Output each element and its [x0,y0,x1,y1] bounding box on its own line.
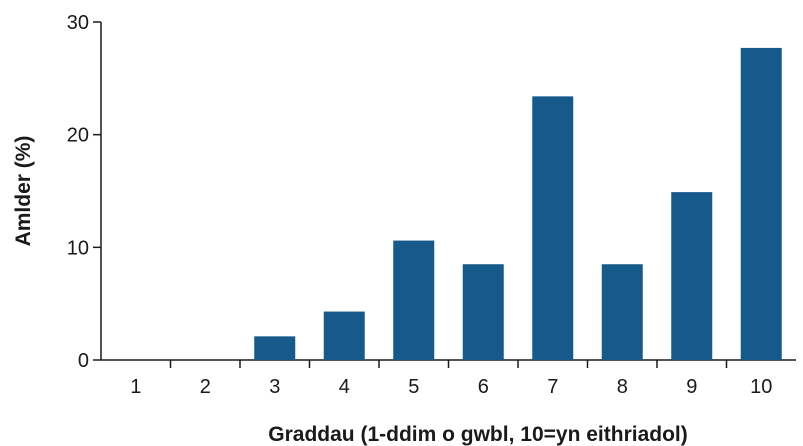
y-tick-label-30: 30 [67,12,89,34]
x-axis-title: Graddau (1-ddim o gwbl, 10=yn eithriadol… [268,423,687,446]
y-tick-label-0: 0 [78,350,89,372]
bar-6 [462,264,504,360]
y-tick-label-10: 10 [67,237,89,259]
bar-5 [393,240,435,360]
x-tick-label-3: 3 [269,376,280,398]
bar-3 [254,336,296,360]
bar-4 [323,311,365,360]
x-tick-label-1: 1 [130,376,141,398]
x-tick-label-6: 6 [478,376,489,398]
y-tick-label-20: 20 [67,125,89,147]
y-axis-title: Amlder (%) [12,136,35,247]
x-tick-label-2: 2 [200,376,211,398]
x-tick-label-7: 7 [547,376,558,398]
x-tick-label-5: 5 [408,376,419,398]
bar-10 [740,47,782,361]
bar-9 [671,192,713,360]
x-tick-label-10: 10 [750,376,772,398]
bar-7 [532,96,574,361]
bars [254,47,782,361]
bar-8 [601,264,643,360]
x-tick-label-8: 8 [617,376,628,398]
x-ticks: 1 2 3 4 5 6 7 8 9 10 [130,360,772,398]
x-tick-label-4: 4 [339,376,350,398]
y-ticks: 0 10 20 30 [67,12,101,372]
x-tick-label-9: 9 [686,376,697,398]
